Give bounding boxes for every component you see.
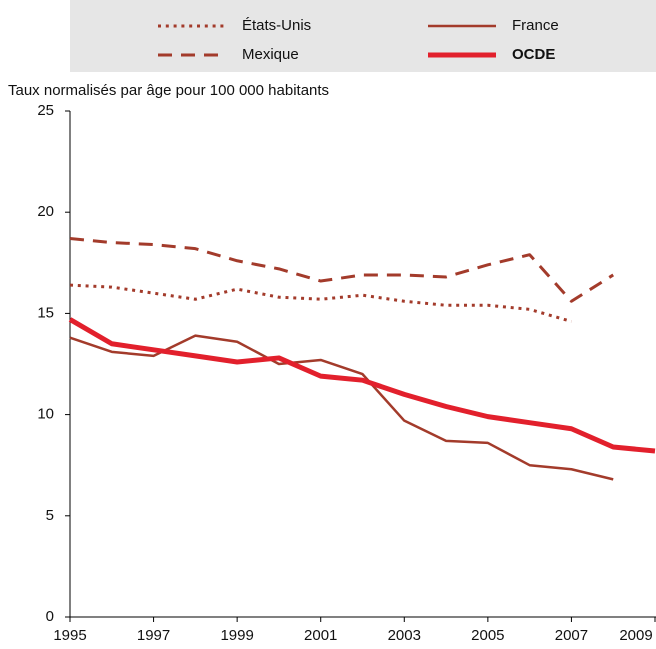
line-series (68, 317, 656, 454)
y-tick-label: 5 (46, 507, 54, 524)
x-tick-label: 2005 (471, 627, 504, 644)
y-tick-label: 0 (46, 608, 54, 625)
y-tick-label: 15 (37, 304, 54, 321)
y-tick-label: 25 (37, 102, 54, 119)
y-tick-label: 10 (37, 406, 54, 423)
x-tick-label: 1995 (53, 627, 86, 644)
x-tick-label: 1997 (137, 627, 170, 644)
y-axis-label: Taux normalisés par âge pour 100 000 hab… (8, 82, 329, 99)
line-series (69, 283, 572, 323)
legend-box (70, 0, 656, 72)
x-tick-label: 2001 (304, 627, 337, 644)
legend-label: France (512, 17, 559, 34)
legend-label: OCDE (512, 46, 555, 63)
y-tick-label: 20 (37, 203, 54, 220)
x-tick-label: 2009 (619, 627, 652, 644)
x-tick-label: 1999 (220, 627, 253, 644)
line-series (69, 334, 614, 481)
x-tick-label: 2003 (388, 627, 421, 644)
legend-label: États-Unis (242, 17, 311, 34)
line-series (69, 237, 615, 303)
legend-label: Mexique (242, 46, 299, 63)
x-tick-label: 2007 (555, 627, 588, 644)
